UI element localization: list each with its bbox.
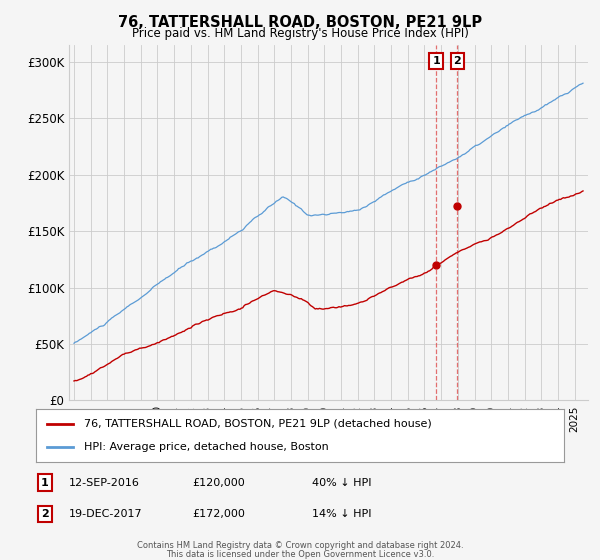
- Text: This data is licensed under the Open Government Licence v3.0.: This data is licensed under the Open Gov…: [166, 550, 434, 559]
- Text: Price paid vs. HM Land Registry's House Price Index (HPI): Price paid vs. HM Land Registry's House …: [131, 27, 469, 40]
- Text: 14% ↓ HPI: 14% ↓ HPI: [312, 509, 371, 519]
- Text: Contains HM Land Registry data © Crown copyright and database right 2024.: Contains HM Land Registry data © Crown c…: [137, 541, 463, 550]
- Text: HPI: Average price, detached house, Boston: HPI: Average price, detached house, Bost…: [83, 442, 328, 452]
- Text: £120,000: £120,000: [192, 478, 245, 488]
- Text: 2: 2: [41, 509, 49, 519]
- Text: 1: 1: [41, 478, 49, 488]
- Text: 40% ↓ HPI: 40% ↓ HPI: [312, 478, 371, 488]
- Text: £172,000: £172,000: [192, 509, 245, 519]
- Text: 76, TATTERSHALL ROAD, BOSTON, PE21 9LP: 76, TATTERSHALL ROAD, BOSTON, PE21 9LP: [118, 15, 482, 30]
- Text: 2: 2: [453, 56, 461, 66]
- Text: 1: 1: [432, 56, 440, 66]
- Text: 76, TATTERSHALL ROAD, BOSTON, PE21 9LP (detached house): 76, TATTERSHALL ROAD, BOSTON, PE21 9LP (…: [83, 419, 431, 429]
- Text: 12-SEP-2016: 12-SEP-2016: [69, 478, 140, 488]
- Text: 19-DEC-2017: 19-DEC-2017: [69, 509, 143, 519]
